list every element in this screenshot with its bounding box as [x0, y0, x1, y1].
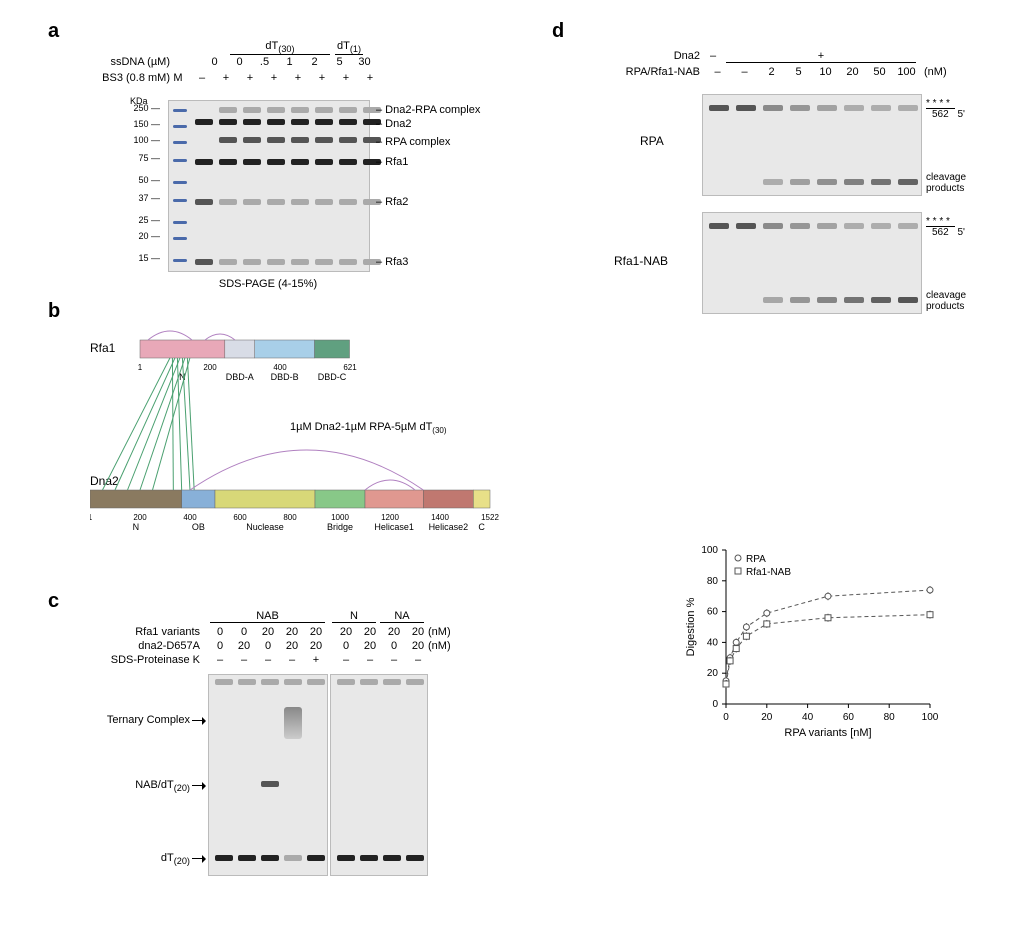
dt1-group: dT(1)	[335, 40, 363, 55]
sds-vals: ––––+––––	[208, 654, 430, 666]
panel-c-gel-1	[208, 674, 328, 876]
svg-text:1200: 1200	[381, 513, 399, 522]
svg-text:0: 0	[723, 712, 729, 723]
panel-a: dT(30) dT(1) ssDNA (µM) 00.512530 BS3 (0…	[80, 40, 480, 290]
dt30-group: dT(30)	[230, 40, 330, 55]
svg-text:60: 60	[707, 607, 719, 618]
dt30-sub: (30)	[278, 44, 294, 54]
svg-text:DBD-C: DBD-C	[318, 372, 347, 382]
panel-d-gel-rpa	[702, 94, 922, 196]
substrate-rpa: * * * *562 5'	[926, 98, 965, 120]
rpa-gel-label: RPA	[640, 134, 664, 148]
svg-text:60: 60	[843, 712, 855, 723]
panel-d-gel-nab	[702, 212, 922, 314]
group-n: N	[332, 610, 376, 623]
group-na: NA	[380, 610, 424, 623]
svg-text:Nuclease: Nuclease	[246, 522, 284, 532]
svg-text:Bridge: Bridge	[327, 522, 353, 532]
svg-text:20: 20	[707, 668, 719, 679]
svg-text:600: 600	[233, 513, 247, 522]
rpa-row-label: RPA/Rfa1-NAB	[580, 66, 700, 78]
svg-text:80: 80	[884, 712, 896, 723]
panel-c: NAB N NA Rfa1 variants 0020202020202020 …	[80, 610, 480, 674]
bs3-values: –+++++++	[190, 72, 382, 84]
ssdna-label: ssDNA (µM)	[70, 56, 170, 68]
rfa1-unit: (nM)	[428, 626, 451, 638]
panel-b-note: 1µM Dna2-1µM RPA-5µM dT(30)	[290, 421, 447, 435]
panel-b-label: b	[48, 300, 60, 323]
dna2-plus-bar: +	[726, 50, 916, 63]
cleave-rpa: cleavage products	[926, 172, 980, 194]
svg-text:0: 0	[712, 699, 718, 710]
svg-text:80: 80	[707, 576, 719, 587]
arrow-icon	[192, 785, 202, 786]
svg-text:1400: 1400	[431, 513, 449, 522]
svg-text:400: 400	[183, 513, 197, 522]
panel-d-label: d	[552, 20, 564, 43]
bs3-label: BS3 (0.8 mM)	[70, 72, 170, 84]
svg-text:100: 100	[701, 545, 718, 556]
svg-text:RPA variants [nM]: RPA variants [nM]	[784, 727, 871, 739]
substrate-nab: * * * *562 5'	[926, 216, 965, 238]
panel-d-chart: 0 20 40 60 80 100 0 20 40 60 80 100 Digestion % RPA v…	[680, 540, 940, 740]
dt30-label: dT	[265, 40, 278, 52]
panel-a-bottom: SDS-PAGE (4-15%)	[168, 278, 368, 290]
dt1-label: dT	[337, 40, 350, 52]
svg-text:20: 20	[761, 712, 773, 723]
svg-text:1000: 1000	[331, 513, 349, 522]
dna2-minus: –	[706, 50, 720, 62]
panel-c-label: c	[48, 590, 59, 613]
arrow-icon	[192, 858, 202, 859]
svg-text:100: 100	[922, 712, 939, 723]
dt1-sub: (1)	[350, 44, 361, 54]
svg-text:Digestion %: Digestion %	[685, 597, 697, 656]
svg-text:40: 40	[802, 712, 814, 723]
nab-gel-label: Rfa1-NAB	[614, 254, 668, 268]
sds-label: SDS-Proteinase K	[80, 654, 200, 666]
lane-m: M	[172, 72, 184, 84]
dna2-d657a-label: dna2-D657A	[80, 640, 200, 652]
svg-text:800: 800	[283, 513, 297, 522]
svg-text:C: C	[478, 522, 485, 532]
dna2-unit: (nM)	[428, 640, 451, 652]
rfa1-variants-vals: 0020202020202020	[208, 626, 430, 638]
svg-text:621: 621	[343, 363, 357, 372]
svg-text:Helicase2: Helicase2	[429, 522, 469, 532]
rfa1-label: Rfa1	[90, 341, 116, 355]
panel-b-svg: NDBD-ADBD-BDBD-C1200400621 Rfa1 NOBNucle…	[90, 320, 510, 550]
svg-text:RPA: RPA	[746, 554, 766, 565]
svg-text:200: 200	[133, 513, 147, 522]
rpa-vals: ––25102050100	[704, 66, 920, 78]
svg-text:Rfa1-NAB: Rfa1-NAB	[746, 567, 791, 578]
svg-text:N: N	[133, 522, 140, 532]
svg-text:200: 200	[203, 363, 217, 372]
dna2-row-label: Dna2	[640, 50, 700, 62]
svg-text:OB: OB	[192, 522, 205, 532]
svg-text:1: 1	[90, 513, 93, 522]
cleave-nab: cleavage products	[926, 290, 980, 312]
svg-text:DBD-A: DBD-A	[226, 372, 254, 382]
svg-text:Helicase1: Helicase1	[374, 522, 414, 532]
ternary-label: Ternary Complex	[80, 714, 190, 726]
svg-text:1: 1	[138, 363, 143, 372]
svg-text:DBD-B: DBD-B	[271, 372, 299, 382]
arrow-icon	[192, 720, 202, 721]
ssdna-values: 00.512530	[178, 56, 377, 68]
dt-label: dT(20)	[80, 852, 190, 866]
panel-a-gel	[168, 100, 370, 272]
dna2-d657a-vals: 02002020020020	[208, 640, 430, 652]
panel-b: NDBD-ADBD-BDBD-C1200400621 Rfa1 NOBNucle…	[90, 320, 510, 550]
nab-dt-label: NAB/dT(20)	[80, 779, 190, 793]
svg-text:400: 400	[273, 363, 287, 372]
group-nab: NAB	[210, 610, 325, 623]
panel-a-label: a	[48, 20, 59, 43]
panel-d: Dna2 – + RPA/Rfa1-NAB ––25102050100 (nM)…	[580, 50, 980, 94]
svg-text:40: 40	[707, 637, 719, 648]
rfa1-variants-label: Rfa1 variants	[80, 626, 200, 638]
svg-text:1522: 1522	[481, 513, 499, 522]
rpa-unit: (nM)	[924, 66, 947, 78]
panel-c-gel-2	[330, 674, 428, 876]
